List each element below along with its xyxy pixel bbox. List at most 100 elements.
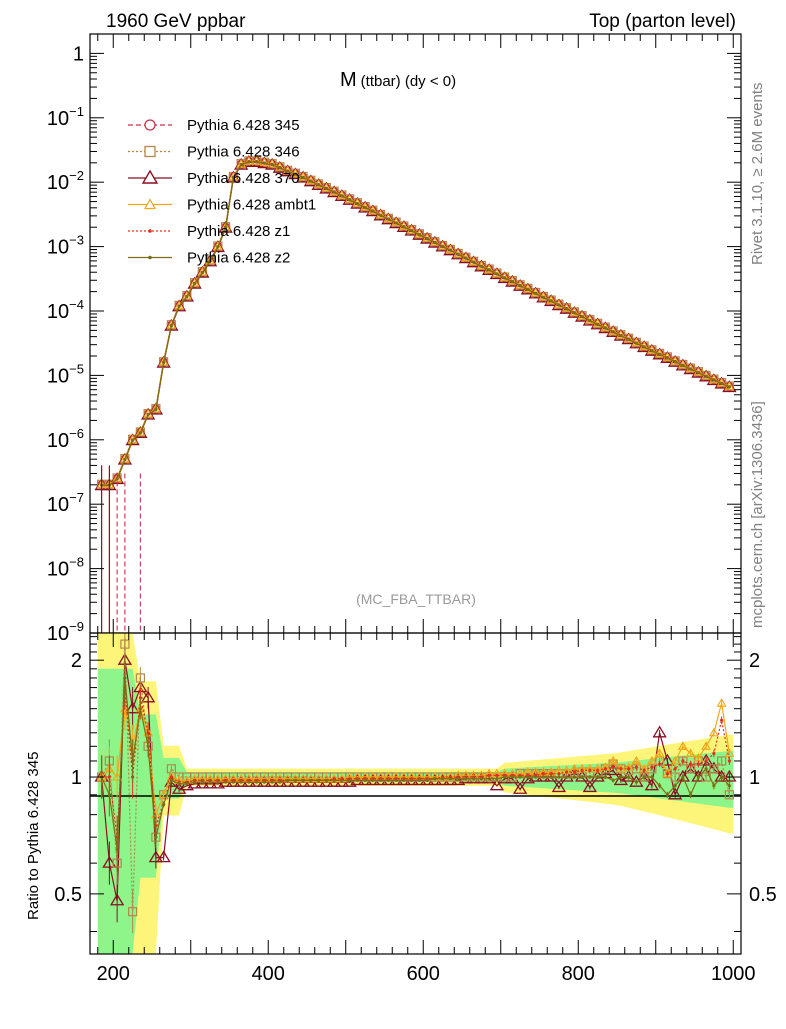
data-point [154, 407, 158, 412]
data-point [458, 251, 474, 264]
ratio-point [200, 780, 204, 784]
data-point [704, 374, 708, 378]
data-point [138, 431, 142, 435]
data-point [133, 426, 148, 438]
ratio-point [650, 775, 654, 779]
ratio-point [109, 893, 125, 906]
ratio-point [317, 778, 321, 783]
uncertainty-band-yellow [97, 633, 734, 954]
ratio-y-tick-label-right: 0.5 [749, 884, 777, 906]
data-point [177, 304, 181, 308]
y-tick-label: 10−8 [47, 555, 84, 581]
ratio-point [466, 771, 481, 784]
ratio-point [582, 780, 598, 793]
data-point [567, 306, 582, 318]
data-point [681, 363, 685, 368]
data-point [590, 317, 605, 330]
y-tick-label: 10−9 [47, 619, 84, 645]
data-point [365, 204, 381, 217]
ratio-point [512, 781, 528, 794]
data-point [706, 373, 722, 386]
data-point [673, 360, 677, 364]
data-point [117, 452, 133, 465]
data-point [650, 349, 654, 353]
data-point [487, 268, 491, 272]
data-point [197, 266, 208, 276]
data-point [150, 403, 161, 413]
legend-marker [143, 198, 157, 210]
ratio-point [673, 784, 677, 788]
x-tick-label: 400 [252, 963, 285, 985]
legend: Pythia 6.428 345 Pythia 6.428 346 Pythia 6… [128, 117, 316, 267]
ratio-point [208, 780, 212, 784]
data-point [373, 208, 388, 221]
data-point [348, 198, 352, 202]
data-point [619, 334, 623, 338]
data-point [187, 276, 202, 289]
data-point [698, 369, 714, 382]
data-point [317, 183, 321, 187]
ratio-point [255, 780, 259, 784]
ratio-point [107, 793, 111, 797]
data-point [355, 202, 359, 206]
data-point [528, 286, 543, 299]
ratio-point [365, 773, 381, 786]
data-point [489, 267, 505, 280]
ratio-point [665, 772, 669, 776]
ratio-point [596, 775, 600, 779]
ratio-point [549, 772, 553, 776]
ratio-series-line [101, 677, 730, 850]
ratio-point [627, 767, 631, 771]
ratio-point [481, 771, 497, 784]
data-point [667, 354, 683, 367]
data-point [559, 301, 574, 314]
ratio-point [231, 780, 235, 784]
data-point [255, 160, 259, 164]
ratio-point [541, 775, 545, 779]
ratio-point [474, 771, 489, 784]
ratio-point [177, 782, 181, 786]
ratio-point [720, 775, 724, 779]
data-point [450, 247, 466, 260]
data-point [115, 477, 119, 481]
ratio-point [644, 778, 660, 791]
ratio-point [603, 775, 607, 779]
data-point [598, 321, 613, 334]
data-point [210, 240, 226, 253]
data-point [541, 295, 545, 300]
ratio-point [185, 782, 189, 786]
data-point [675, 358, 691, 371]
ratio-point [580, 768, 584, 773]
data-point [381, 212, 396, 225]
ratio-point [678, 756, 688, 766]
ratio-point [350, 773, 365, 786]
rivet-version-label: Rivet 3.1.10, ≥ 2.6M events [749, 83, 766, 266]
data-point [644, 343, 660, 356]
ratio-point [140, 690, 156, 703]
data-point [278, 166, 282, 170]
ratio-point [138, 696, 142, 700]
ratio-point [670, 755, 681, 765]
y-tick-label: 10−5 [47, 361, 84, 387]
ratio-point [642, 768, 646, 773]
data-point [243, 156, 254, 165]
ratio-point [131, 759, 135, 763]
data-point [534, 291, 538, 296]
ratio-point [646, 755, 657, 765]
ratio-point [712, 751, 716, 756]
data-point [727, 385, 731, 389]
data-point [270, 163, 274, 167]
ratio-point [443, 773, 458, 786]
data-point [441, 244, 445, 249]
data-point [379, 213, 383, 217]
data-point [112, 473, 123, 482]
ratio-point [722, 769, 737, 782]
ratio-point [696, 762, 700, 766]
ratio-point [704, 767, 708, 771]
data-point [658, 352, 662, 357]
ratio-point [135, 673, 145, 683]
x-tick-label: 800 [562, 963, 595, 985]
ratio-point [495, 777, 499, 781]
data-point [652, 347, 667, 360]
data-point [510, 280, 514, 284]
